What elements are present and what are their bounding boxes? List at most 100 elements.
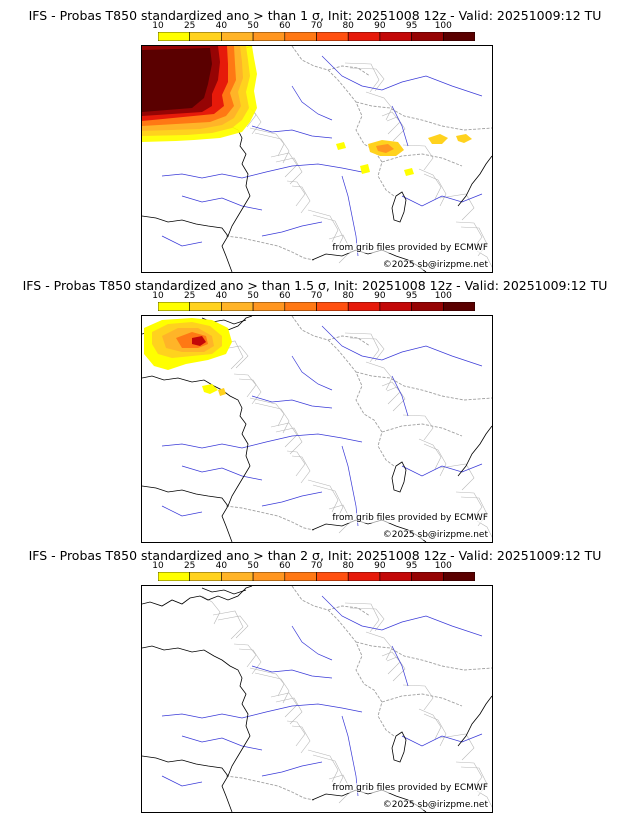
- admin-boundary: [291, 725, 311, 754]
- colorbar-tick-label: 80: [342, 21, 354, 31]
- colorbar-tick-label: 25: [183, 561, 196, 571]
- admin-boundary: [418, 438, 442, 470]
- source-credit: from grib files provided by ECMWF: [332, 243, 488, 253]
- map-panel-1: IFS - Probas T850 standardized ano > tha…: [0, 8, 630, 278]
- admin-boundary: [217, 615, 249, 639]
- colorbar-tick-label: 90: [374, 21, 386, 31]
- admin-boundary: [270, 152, 298, 178]
- admin-boundary: [238, 648, 262, 675]
- colorbar-segment: [252, 572, 286, 581]
- river: [261, 761, 323, 777]
- admin-boundary: [349, 337, 385, 362]
- admin-boundary: [275, 427, 303, 455]
- river: [291, 85, 333, 121]
- copyright-credit: ©2025 sb@irizpme.net: [382, 530, 488, 540]
- colorbar-tick-label: 100: [434, 561, 452, 571]
- admin-boundary: [254, 672, 290, 704]
- colorbar-segment: [379, 572, 412, 581]
- colorbar-segment: [347, 32, 381, 41]
- coastline-uk: [201, 587, 247, 595]
- colorbar-tick-label: 70: [310, 291, 323, 301]
- river: [291, 625, 333, 661]
- admin-boundary: [365, 91, 393, 121]
- colorbar-tick-label: 95: [405, 291, 418, 301]
- coastline-corsica: [391, 461, 407, 493]
- admin-boundary: [291, 455, 311, 484]
- country-border: [225, 775, 315, 801]
- admin-boundary: [270, 692, 298, 718]
- river: [161, 775, 203, 787]
- admin-boundary: [476, 250, 492, 268]
- colorbar-tick-label: 70: [310, 561, 323, 571]
- admin-boundary: [286, 450, 306, 477]
- colorbar-segment: [442, 32, 475, 41]
- admin-boundary: [423, 173, 447, 207]
- map-panel-3: IFS - Probas T850 standardized ano > tha…: [0, 548, 630, 818]
- admin-boundary: [381, 651, 401, 675]
- river: [181, 195, 263, 211]
- panel-title: IFS - Probas T850 standardized ano > tha…: [28, 8, 602, 23]
- admin-boundary: [365, 631, 393, 661]
- admin-boundary: [270, 422, 298, 448]
- colorbar-segment: [442, 302, 475, 311]
- river: [391, 105, 409, 147]
- colorbar-labels: 10 25 40 50 60 70 80 90 95 100: [148, 291, 488, 302]
- country-border: [355, 641, 492, 671]
- colorbar-segment: [316, 302, 349, 311]
- colorbar-segment: [158, 302, 191, 311]
- colorbar-tick-label: 100: [434, 291, 452, 301]
- colorbar-segment: [284, 302, 317, 311]
- river: [341, 445, 359, 527]
- colorbar-segment: [316, 572, 349, 581]
- admin-boundary: [291, 185, 311, 214]
- country-border: [327, 605, 371, 617]
- river: [321, 325, 483, 367]
- river: [391, 375, 409, 417]
- country-border: [381, 423, 463, 437]
- map-frame: from grib files provided by ECMWF ©2025 …: [141, 315, 493, 543]
- river: [321, 595, 483, 637]
- copyright-credit: ©2025 sb@irizpme.net: [382, 800, 488, 810]
- admin-boundary: [439, 193, 475, 221]
- admin-boundary: [275, 157, 303, 185]
- colorbar-segment: [158, 32, 191, 41]
- admin-boundary: [254, 132, 290, 164]
- river: [251, 125, 333, 139]
- colorbar-tick-label: 40: [215, 21, 228, 31]
- admin-boundary: [439, 463, 475, 491]
- admin-boundary: [249, 127, 285, 157]
- admin-boundary: [402, 414, 434, 441]
- probability-overlay: [142, 46, 472, 176]
- colorbar-tick-label: 60: [279, 21, 291, 31]
- map-panel-2: IFS - Probas T850 standardized ano > tha…: [0, 278, 630, 548]
- map-frame: from grib files provided by ECMWF ©2025 …: [141, 585, 493, 813]
- admin-boundary: [365, 361, 393, 391]
- colorbar-tick-label: 95: [405, 561, 418, 571]
- admin-boundary: [212, 610, 244, 640]
- colorbar-segment: [347, 572, 381, 581]
- colorbar-tick-label: 60: [279, 291, 291, 301]
- admin-boundary: [402, 684, 434, 711]
- coastline-corsica: [391, 191, 407, 223]
- river: [161, 163, 363, 179]
- river: [321, 55, 483, 97]
- colorbar-tick-label: 80: [342, 561, 354, 571]
- colorbar-tick-label: 80: [342, 291, 354, 301]
- colorbar-segment: [379, 302, 412, 311]
- colorbar-tick-label: 25: [183, 21, 196, 31]
- colorbar-segment: [221, 572, 254, 581]
- admin-boundary: [423, 443, 447, 477]
- colorbar-tick-label: 60: [279, 561, 291, 571]
- colorbar-tick-label: 95: [405, 21, 418, 31]
- river: [391, 645, 409, 687]
- colorbar-segment: [158, 572, 191, 581]
- admin-boundary: [249, 397, 285, 427]
- colorbar: [158, 302, 475, 311]
- river: [161, 433, 363, 449]
- colorbar-tick-label: 50: [247, 561, 259, 571]
- colorbar-segment: [189, 32, 222, 41]
- colorbar-tick-label: 10: [152, 21, 164, 31]
- admin-boundary: [344, 332, 380, 363]
- river: [341, 715, 359, 797]
- admin-boundary: [286, 180, 306, 207]
